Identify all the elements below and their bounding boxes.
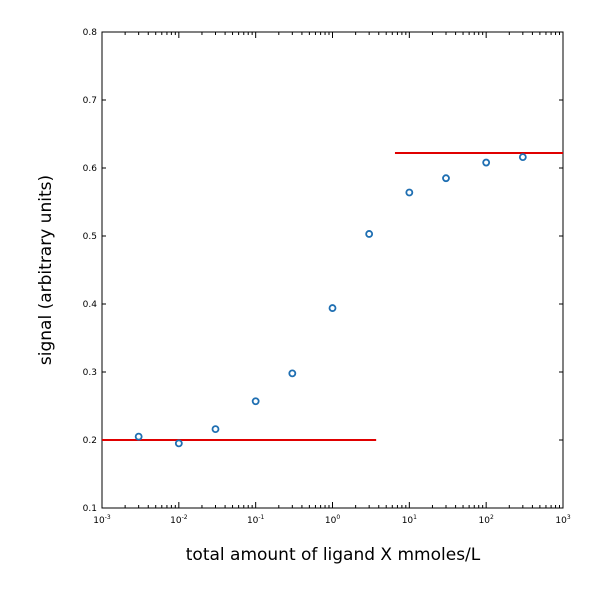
x-tick-label-exponent: 3	[567, 514, 571, 521]
x-tick-label: 103	[555, 514, 570, 526]
x-tick-label-exponent: -3	[105, 514, 111, 521]
x-tick-label: 10-3	[93, 514, 111, 526]
y-tick-label: 0.5	[83, 232, 97, 242]
x-tick-label-exponent: -2	[182, 514, 188, 521]
plot-frame	[101, 31, 564, 509]
x-tick-label-exponent: 2	[490, 514, 494, 521]
x-axis-ticks: 10-3 10-2 10-1 100 101 102 103	[93, 32, 571, 526]
x-tick-label-base: 10	[402, 516, 414, 526]
y-axis-title: signal (arbitrary units)	[36, 175, 56, 365]
data-point	[174, 439, 183, 448]
data-point	[482, 158, 491, 167]
x-tick-label-exponent: -1	[258, 514, 264, 521]
y-tick-label: 0.8	[83, 28, 98, 38]
plot-area-border	[101, 31, 564, 509]
data-point	[288, 369, 297, 378]
y-tick-label: 0.2	[83, 436, 97, 446]
x-tick-label: 10-1	[247, 514, 265, 526]
y-tick-label: 0.7	[83, 96, 97, 106]
data-point	[518, 153, 527, 162]
x-tick-label-base: 10	[170, 516, 182, 526]
data-point	[251, 397, 260, 406]
x-tick-label-base: 10	[479, 516, 491, 526]
y-tick-label: 0.6	[83, 164, 98, 174]
x-tick-label-exponent: 1	[413, 514, 417, 521]
x-tick-label: 100	[325, 514, 340, 526]
series-lines	[102, 152, 563, 441]
y-axis-ticks: 0.1 0.2 0.3 0.4 0.5 0.6 0.7 0.8	[83, 28, 563, 514]
x-tick-label: 10-2	[170, 514, 188, 526]
data-point	[365, 230, 374, 238]
x-tick-label: 102	[479, 514, 494, 526]
data-point	[211, 425, 220, 434]
x-tick-label-base: 10	[93, 516, 105, 526]
series-points	[134, 153, 527, 448]
x-tick-label-base: 10	[325, 516, 337, 526]
x-tick-label-base: 10	[247, 516, 259, 526]
x-tick-label: 101	[402, 514, 417, 526]
y-tick-label: 0.3	[83, 368, 97, 378]
data-point	[328, 304, 337, 312]
data-point	[134, 432, 143, 441]
x-tick-label-exponent: 0	[336, 514, 340, 521]
x-tick-label-base: 10	[555, 516, 567, 526]
data-point	[405, 188, 414, 197]
x-axis-title: total amount of ligand X mmoles/L	[186, 545, 481, 565]
y-tick-label: 0.1	[83, 504, 97, 514]
y-tick-label: 0.4	[83, 300, 98, 310]
data-point	[442, 174, 450, 183]
